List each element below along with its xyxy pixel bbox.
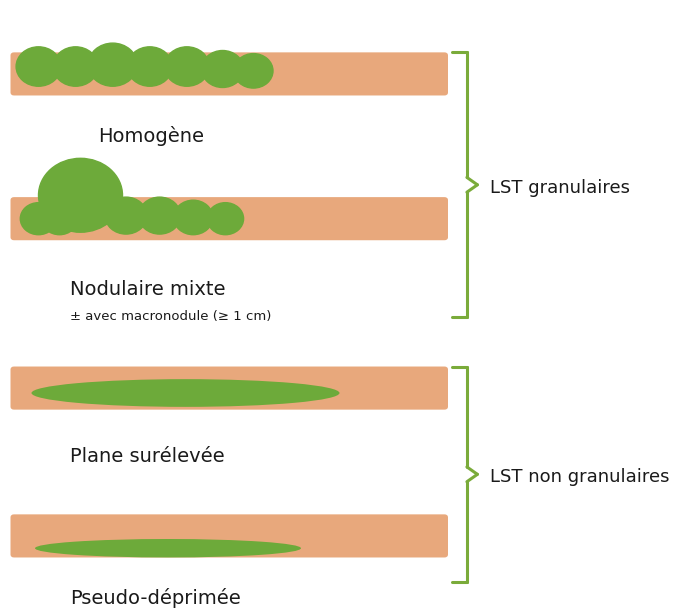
- Circle shape: [88, 43, 137, 86]
- Circle shape: [38, 158, 122, 232]
- Circle shape: [202, 51, 244, 87]
- Ellipse shape: [35, 539, 301, 557]
- Text: Nodulaire mixte: Nodulaire mixte: [70, 280, 225, 299]
- Text: ± avec macronodule (≥ 1 cm): ± avec macronodule (≥ 1 cm): [70, 310, 272, 323]
- Circle shape: [41, 203, 78, 235]
- Circle shape: [174, 200, 213, 235]
- Circle shape: [207, 203, 244, 235]
- Circle shape: [234, 54, 273, 88]
- Ellipse shape: [32, 379, 340, 407]
- FancyBboxPatch shape: [10, 367, 448, 410]
- Circle shape: [20, 203, 57, 235]
- FancyBboxPatch shape: [10, 52, 448, 95]
- Circle shape: [105, 197, 147, 234]
- Text: Plane surélevée: Plane surélevée: [70, 447, 225, 466]
- Circle shape: [127, 47, 172, 86]
- Text: Homogène: Homogène: [98, 126, 204, 146]
- FancyBboxPatch shape: [10, 514, 448, 557]
- Text: Pseudo-déprimée: Pseudo-déprimée: [70, 588, 241, 608]
- Circle shape: [139, 197, 181, 234]
- Text: LST granulaires: LST granulaires: [490, 179, 630, 197]
- Circle shape: [16, 47, 61, 86]
- FancyBboxPatch shape: [10, 197, 448, 240]
- Circle shape: [164, 47, 209, 86]
- Text: LST non granulaires: LST non granulaires: [490, 468, 669, 487]
- Circle shape: [53, 47, 98, 86]
